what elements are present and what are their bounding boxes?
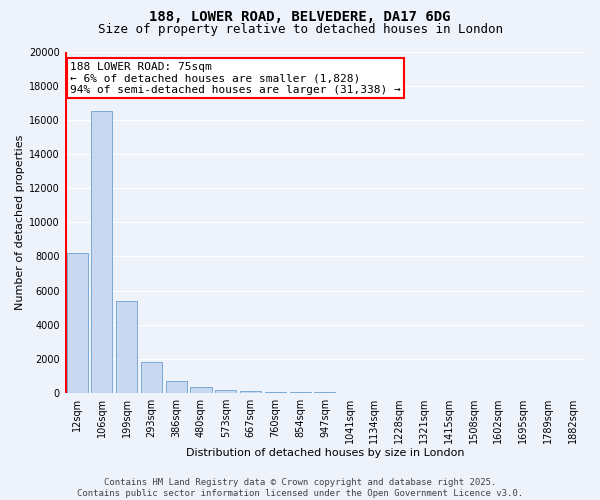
Text: Size of property relative to detached houses in London: Size of property relative to detached ho… xyxy=(97,22,503,36)
Bar xyxy=(290,392,311,393)
Bar xyxy=(265,392,286,393)
Bar xyxy=(240,391,261,393)
Bar xyxy=(91,112,112,393)
Text: 188, LOWER ROAD, BELVEDERE, DA17 6DG: 188, LOWER ROAD, BELVEDERE, DA17 6DG xyxy=(149,10,451,24)
X-axis label: Distribution of detached houses by size in London: Distribution of detached houses by size … xyxy=(185,448,464,458)
Bar xyxy=(190,387,212,393)
Bar xyxy=(116,301,137,393)
Bar xyxy=(314,392,335,393)
Y-axis label: Number of detached properties: Number of detached properties xyxy=(15,134,25,310)
Bar xyxy=(141,362,162,393)
Text: Contains HM Land Registry data © Crown copyright and database right 2025.
Contai: Contains HM Land Registry data © Crown c… xyxy=(77,478,523,498)
Bar xyxy=(215,390,236,393)
Bar xyxy=(166,381,187,393)
Text: 188 LOWER ROAD: 75sqm
← 6% of detached houses are smaller (1,828)
94% of semi-de: 188 LOWER ROAD: 75sqm ← 6% of detached h… xyxy=(70,62,401,95)
Bar xyxy=(67,253,88,393)
